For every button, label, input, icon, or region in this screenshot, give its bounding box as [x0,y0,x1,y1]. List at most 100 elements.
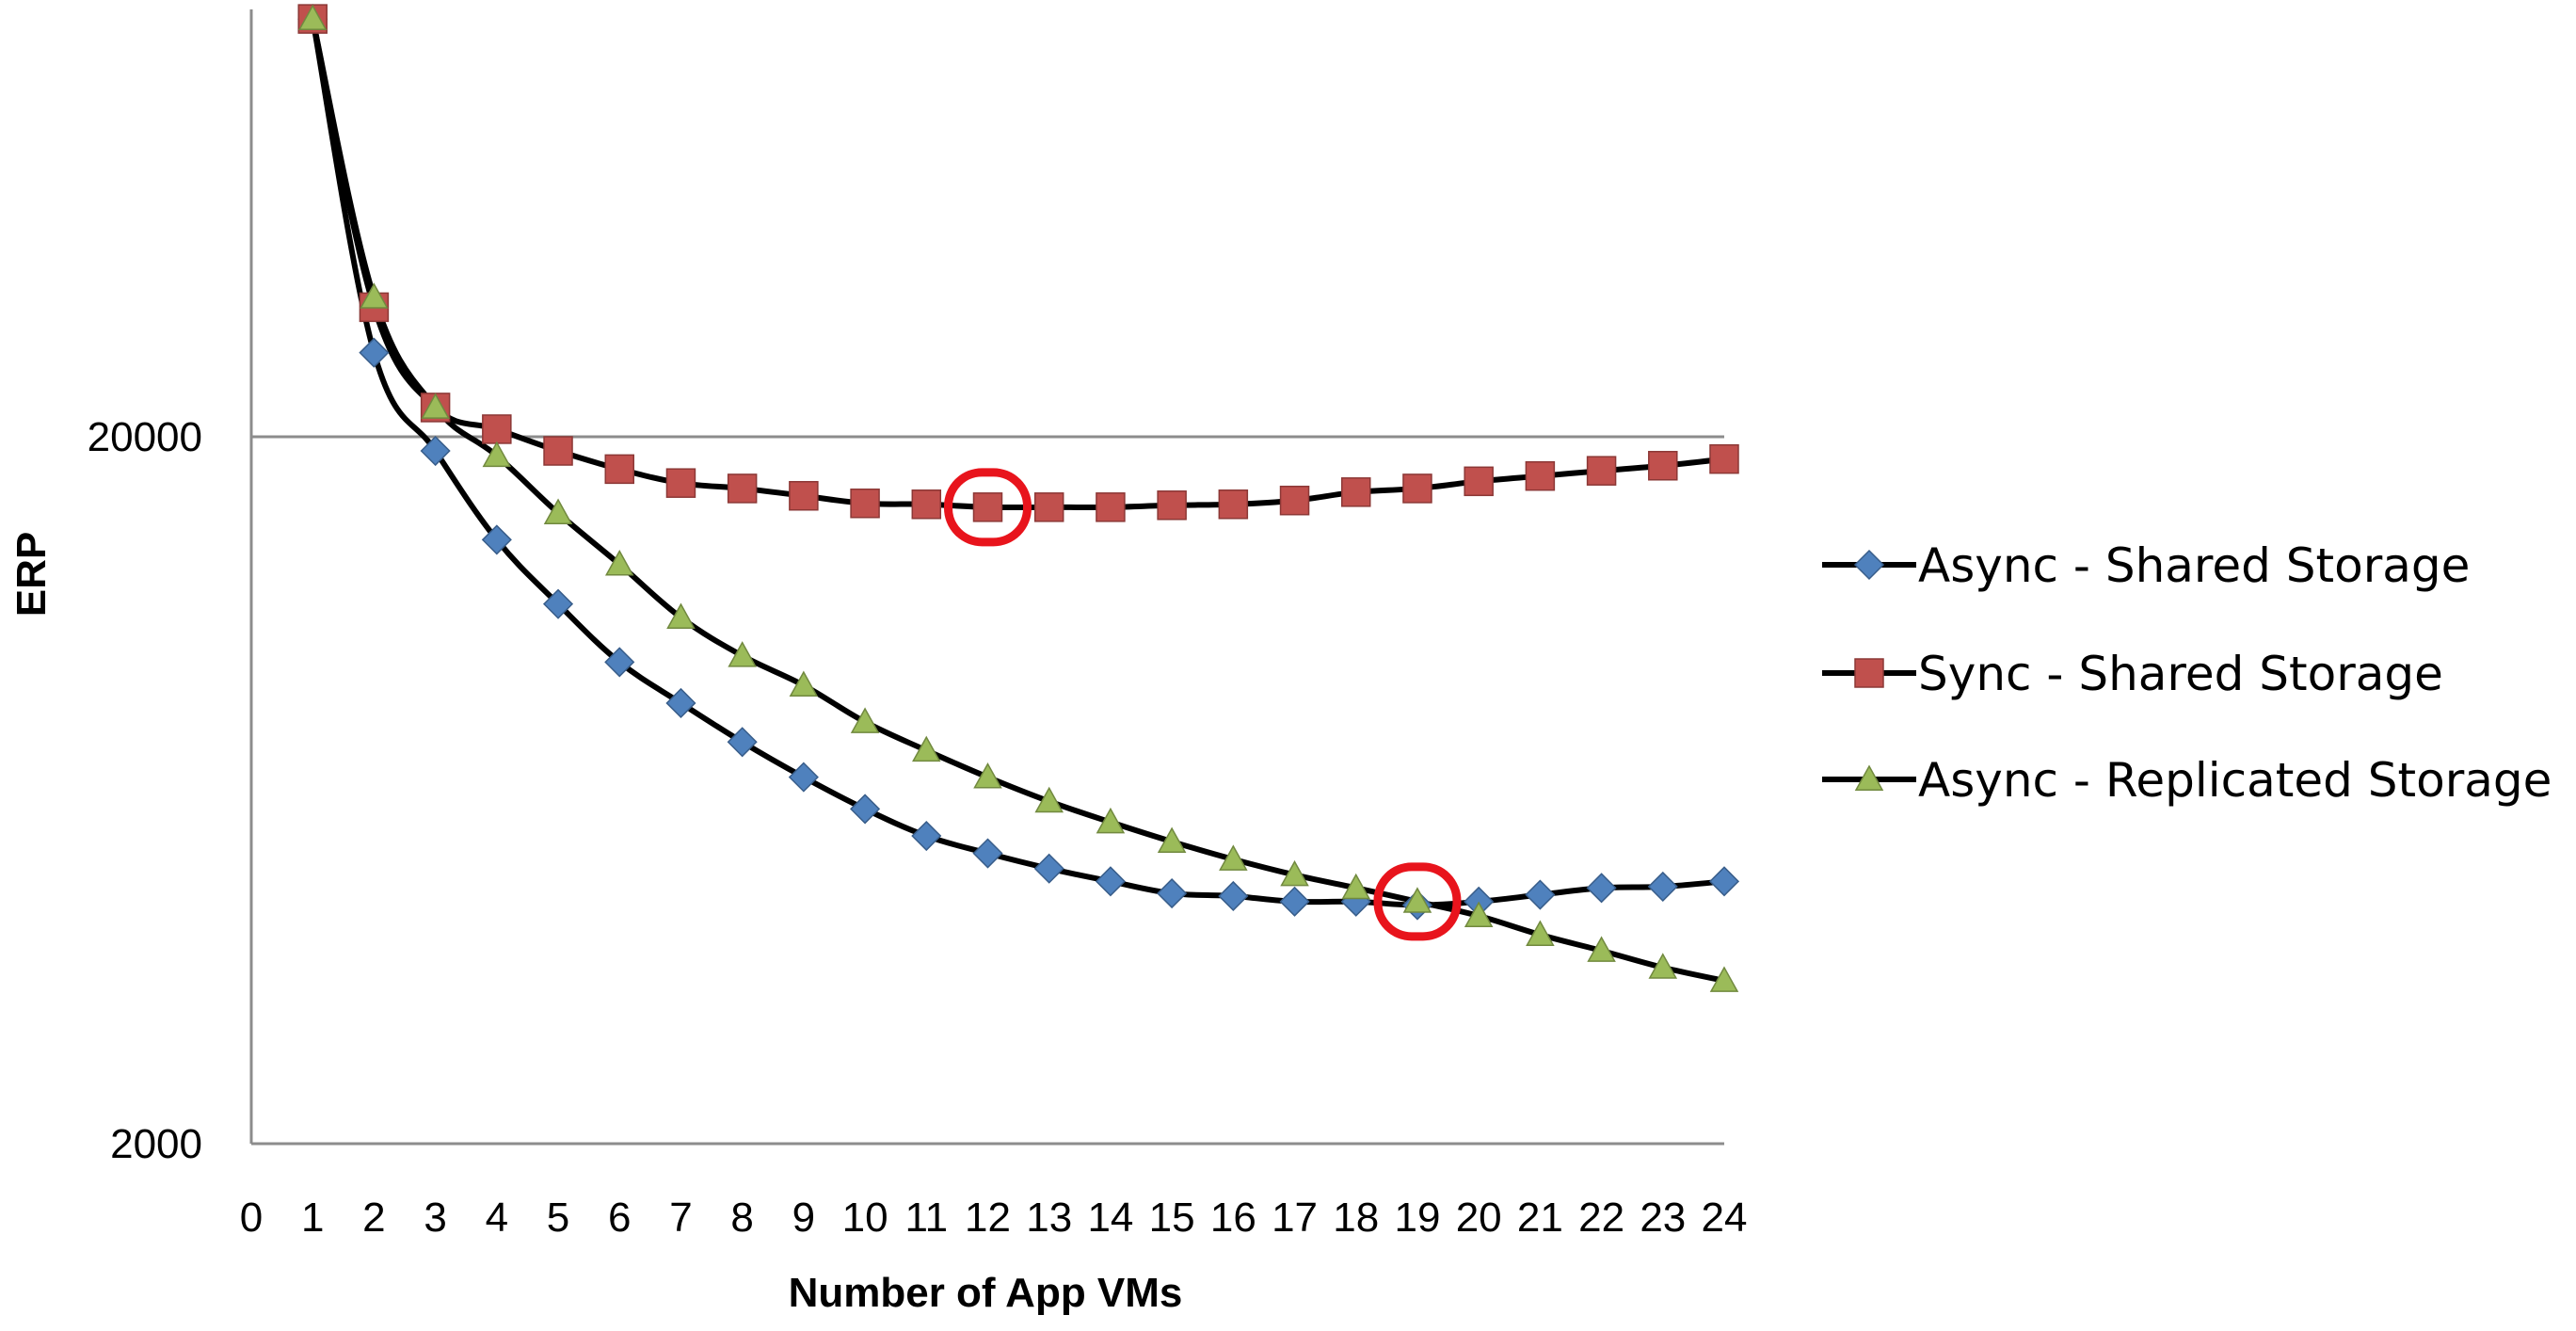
x-tick-label: 19 [1394,1195,1440,1241]
series-1-point [420,435,451,467]
series-3-point [1034,786,1064,813]
series-2-point [543,436,573,466]
x-axis-title: Number of App VMs [789,1270,1183,1316]
series-1-point [1647,871,1678,902]
series-1-point [850,794,881,825]
highlight-circle-2 [1373,862,1462,941]
tick-labels: 0 1 2 3 4 5 6 7 8 9 10 11 12 13 14 15 16 17 18 19 20 21 22 23 24… [88,414,1748,1241]
series-1-point [1218,880,1249,912]
x-tick-label: 12 [965,1195,1011,1241]
x-tick-label: 6 [608,1195,631,1241]
series-1-point [665,687,696,719]
series-3-point [1526,920,1555,946]
series-line-2 [310,18,1725,511]
series-3-point [1648,953,1678,979]
series-3-point [973,762,1002,789]
series-2-point [1279,485,1310,516]
x-tick-label: 14 [1087,1195,1133,1241]
series-3-point [1280,859,1309,887]
x-tick-label: 22 [1578,1195,1624,1241]
series-3-point [1219,844,1248,871]
series-3-point [360,282,389,309]
series-markers [297,4,1740,992]
series-3-point [1464,901,1494,927]
x-tick-label: 13 [1026,1195,1072,1241]
series-1-point [1033,853,1064,884]
series-1-point [972,838,1003,869]
x-tick-label: 0 [240,1195,263,1241]
series-1-point [1095,866,1126,897]
series-3-point [421,393,450,419]
series-2-point [1033,492,1064,522]
series-2-point [727,473,758,504]
series-3-point [850,707,880,733]
series-3-point [482,441,512,468]
x-tick-label: 1 [301,1195,324,1241]
x-tick-label: 11 [904,1195,948,1241]
series-2-point [1586,456,1617,486]
series-1-point [1279,886,1310,917]
legend-label-1: Async - Shared Storage [1918,538,2470,593]
series-1-point [1708,866,1740,897]
series-3-point [1341,873,1371,900]
highlight-circle-1 [944,468,1032,547]
series-3-point [1709,966,1739,992]
series-2-point [482,414,512,444]
x-tick-label: 3 [424,1195,446,1241]
series-2-point [850,488,880,519]
series-1-point [727,727,758,758]
series-line-3 [310,18,1725,984]
series-3-point [604,549,634,576]
legend-marker-2 [1854,658,1884,688]
legend-label-3: Async - Replicated Storage [1918,753,2552,808]
series-1-point [1525,879,1556,910]
series-2-point [604,454,634,485]
x-tick-label: 8 [730,1195,753,1241]
x-tick-label: 24 [1702,1195,1748,1241]
x-tick-label: 21 [1517,1195,1563,1241]
legend-label-2: Sync - Shared Storage [1918,647,2443,701]
series-1-point [604,647,635,678]
series-3-point [789,670,819,698]
x-tick-label: 16 [1210,1195,1256,1241]
legend-marker-3 [1854,764,1884,791]
y-tick-label: 20000 [88,414,202,460]
series-2-point [1525,460,1556,491]
x-tick-label: 5 [547,1195,569,1241]
series-3-point [666,602,696,629]
y-tick-label: 2000 [110,1121,202,1167]
x-tick-label: 7 [669,1195,692,1241]
x-tick-label: 23 [1640,1195,1686,1241]
series-2-point [1402,473,1432,504]
x-tick-label: 2 [362,1195,385,1241]
series-3-point [1587,936,1616,962]
annotations [944,468,1462,941]
legend: Async - Shared Storage Sync - Shared Stor… [1822,538,2552,808]
y-axis-title: ERP [8,532,55,617]
series-3-point [543,498,573,524]
series-3-point [728,641,757,667]
series-1-point [542,588,574,619]
x-tick-label: 17 [1272,1195,1318,1241]
x-tick-label: 4 [486,1195,508,1241]
series-3-point [1402,887,1432,913]
series-2-point [789,480,819,511]
series-2-point [1464,466,1494,497]
x-tick-label: 10 [842,1195,888,1241]
series-2-point [1709,443,1739,474]
series-1-point [481,524,512,555]
series-1-point [788,762,819,793]
series-2-point [1218,489,1249,520]
x-tick-label: 15 [1149,1195,1195,1241]
series-2-point [972,492,1003,522]
series-1-point [911,820,942,852]
x-tick-label: 20 [1456,1195,1502,1241]
series-lines [310,18,1725,984]
series-3-point [1096,807,1126,834]
series-3-point [297,4,328,31]
axes [249,9,1724,1146]
series-1-point [359,337,390,368]
series-1-point [1157,878,1188,909]
series-1-point [1586,873,1617,904]
x-tick-label: 18 [1333,1195,1379,1241]
